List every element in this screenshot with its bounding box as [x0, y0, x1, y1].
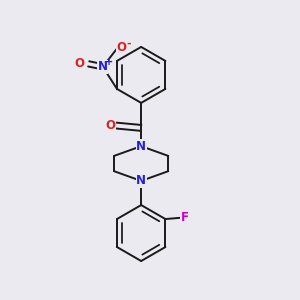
Text: -: - — [126, 39, 131, 49]
Text: F: F — [181, 212, 189, 224]
Text: N: N — [136, 174, 146, 188]
Text: O: O — [116, 41, 126, 54]
Text: +: + — [105, 56, 113, 67]
Text: O: O — [105, 119, 115, 132]
Text: O: O — [75, 57, 85, 70]
Text: N: N — [136, 140, 146, 153]
Text: N: N — [98, 60, 108, 73]
